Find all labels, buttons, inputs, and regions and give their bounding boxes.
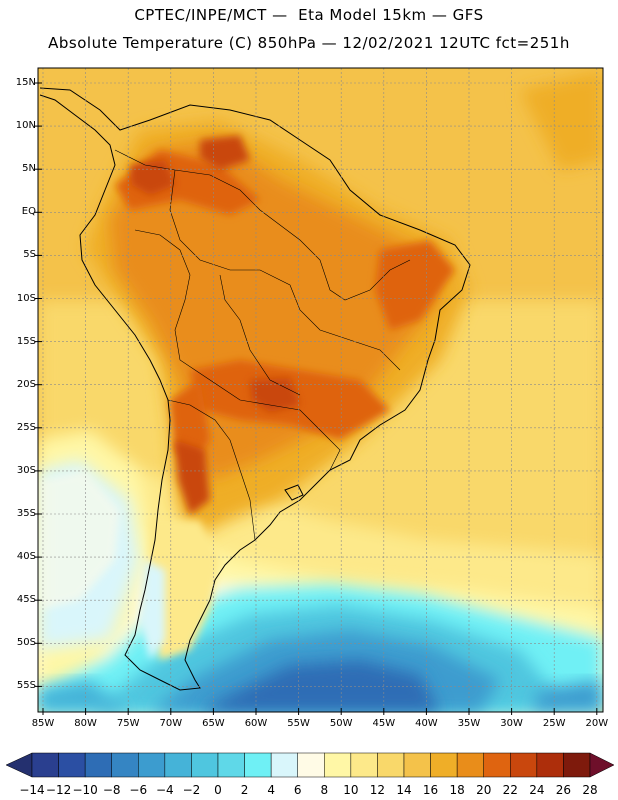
colorbar-swatch <box>324 752 352 778</box>
lon-label: 20W <box>585 718 609 729</box>
colorbar-label: −4 <box>155 783 174 797</box>
title-line-1: CPTEC/INPE/MCT — Eta Model 15km — GFS <box>134 6 484 24</box>
colorbar-swatch <box>403 752 431 778</box>
colorbar-swatch <box>217 752 245 778</box>
lat-label: 45S <box>16 594 36 606</box>
colorbar-label: −2 <box>182 783 201 797</box>
colorbar-swatch <box>111 752 139 778</box>
lon-label: 65W <box>202 718 225 729</box>
colorbar-max-arrow <box>589 752 615 778</box>
colorbar-label: −14 <box>19 783 45 797</box>
lat-label: EQ <box>21 206 36 218</box>
lat-label: 5N <box>22 163 36 175</box>
temperature-field <box>38 68 603 712</box>
colorbar-swatch <box>138 752 166 778</box>
lat-label: 50S <box>16 637 36 649</box>
colorbar-label: 8 <box>320 783 329 797</box>
colorbar-swatch <box>244 752 272 778</box>
lon-label: 35W <box>457 718 481 729</box>
lon-label: 85W <box>31 718 55 729</box>
colorbar-swatch <box>456 752 484 778</box>
colorbar-label: 4 <box>267 783 275 797</box>
colorbar-swatch <box>510 752 538 778</box>
colorbar-swatch <box>350 752 378 778</box>
axis-ticks <box>35 82 598 715</box>
lat-label: 25S <box>16 421 36 433</box>
lon-label: 50W <box>329 718 353 729</box>
colorbar-label: 12 <box>369 783 386 797</box>
colorbar-swatch <box>430 752 458 778</box>
title-line-2: Absolute Temperature (C) 850hPa — 12/02/… <box>48 34 570 52</box>
colorbar-label: 0 <box>214 783 222 797</box>
colorbar-label: −8 <box>102 783 121 797</box>
colorbar-label: 22 <box>502 783 518 797</box>
colorbar-swatch <box>536 752 564 778</box>
lon-label: 55W <box>287 718 310 729</box>
colorbar-swatch <box>270 752 298 778</box>
colorbar-min-arrow <box>5 752 33 778</box>
colorbar-label: 14 <box>396 783 412 797</box>
lat-label: 30S <box>16 464 36 476</box>
colorbar-label: −12 <box>45 783 72 797</box>
colorbar-label: 20 <box>476 783 492 797</box>
lat-label: 15N <box>15 77 36 88</box>
colorbar-label: 24 <box>529 783 545 797</box>
graticule <box>38 68 603 712</box>
lon-label: 80W <box>74 718 97 729</box>
colorbar-label: 2 <box>240 783 249 797</box>
colorbar-swatch <box>563 752 591 778</box>
colorbar-swatch <box>84 752 112 778</box>
colorbar-label: 16 <box>422 783 439 797</box>
lat-label: 5S <box>23 249 36 261</box>
colorbar-label: 26 <box>555 783 572 797</box>
colorbar-label: 18 <box>449 783 465 797</box>
lon-label: 60W <box>244 718 268 729</box>
map-frame <box>37 67 604 713</box>
colorbar-swatch <box>377 752 405 778</box>
lat-label: 20S <box>16 378 36 390</box>
lon-label: 75W <box>116 718 140 729</box>
lon-label: 45W <box>372 718 396 729</box>
lon-label: 30W <box>500 718 523 729</box>
colorbar-swatch <box>191 752 219 778</box>
lat-label: 10N <box>15 120 36 132</box>
colorbar-swatch <box>31 752 59 778</box>
colorbar-swatch <box>297 752 325 778</box>
lat-label: 15S <box>16 335 36 347</box>
colorbar-label: 6 <box>293 783 302 797</box>
lat-label: 40S <box>16 551 36 563</box>
lon-label: 25W <box>542 718 566 729</box>
lat-label: 10S <box>16 292 36 304</box>
colorbar-swatch <box>483 752 511 778</box>
lon-label: 40W <box>415 718 438 729</box>
colorbar-swatch <box>58 752 86 778</box>
colorbar-swatch <box>164 752 192 778</box>
colorbar-label: −10 <box>72 783 98 797</box>
lat-label: 35S <box>16 508 36 519</box>
colorbar-label: 28 <box>582 783 598 797</box>
lat-label: 55S <box>16 680 36 692</box>
colorbar-label: 10 <box>343 783 359 797</box>
colorbar-label: −6 <box>129 783 148 797</box>
lon-label: 70W <box>159 718 183 729</box>
colorbar <box>5 752 615 778</box>
